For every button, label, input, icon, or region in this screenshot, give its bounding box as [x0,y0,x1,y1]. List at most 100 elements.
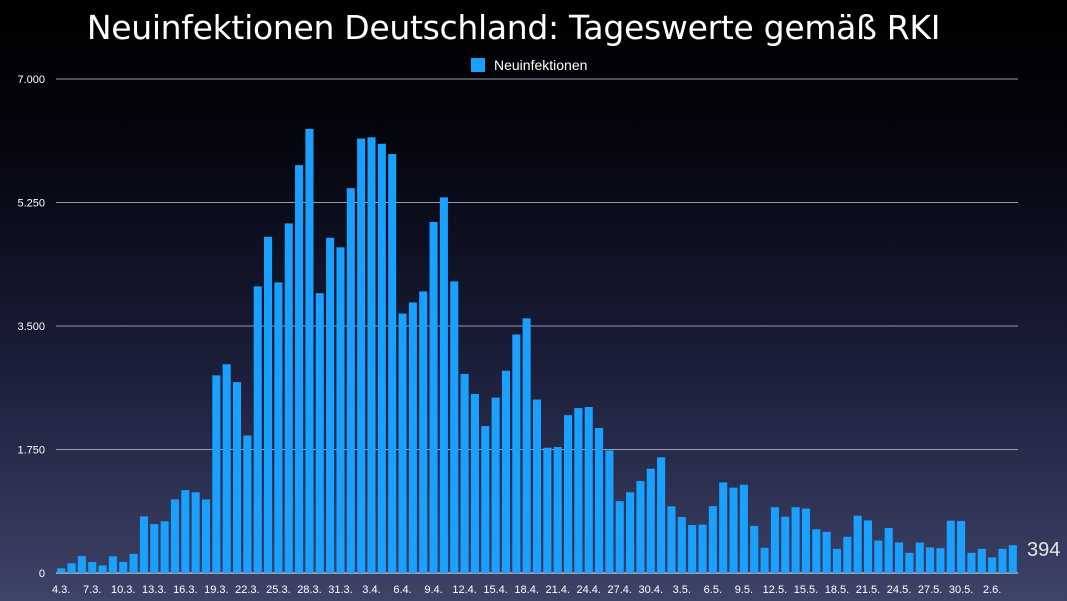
x-tick-label: 3.4. [362,584,380,596]
x-tick-label: 18.4. [514,584,538,596]
bar [481,426,490,573]
bar [719,482,728,573]
legend-swatch [471,58,485,72]
bar [191,492,200,573]
bar [470,393,479,573]
x-tick-label: 12.5. [763,584,787,596]
bar [232,382,242,573]
bar [284,223,293,573]
bar [998,548,1007,573]
bar [812,529,821,573]
x-tick-label: 16.3. [173,584,197,596]
bar [460,373,469,573]
x-tick-label: 30.5. [949,584,973,596]
bar [801,508,810,573]
bar [926,547,935,573]
x-tick-label: 27.5. [918,584,942,596]
bar [832,548,842,573]
bar [770,507,779,573]
bar [729,487,738,573]
x-tick-label: 13.3. [142,584,166,596]
x-tick-label: 31.3. [328,584,352,596]
bar [315,293,324,573]
bar [88,561,97,573]
y-tick-label: 0 [39,568,45,580]
bar [357,138,366,573]
bar [781,516,790,573]
bar [843,536,852,573]
bar [936,548,945,573]
bar [139,516,148,573]
bar [326,237,335,573]
bar [491,397,500,573]
x-tick-label: 24.4. [576,584,600,596]
bar [160,521,169,573]
bar [646,468,655,573]
bar [129,553,138,573]
bar [605,450,614,573]
x-tick-label: 2.6. [983,584,1001,596]
bar [543,447,552,573]
bar [863,520,873,573]
bar [274,282,283,573]
bar [677,517,686,573]
bar [708,506,717,573]
bar [657,457,666,573]
bar [367,137,376,574]
x-tick-label: 6.4. [393,584,411,596]
bar [760,547,769,573]
bar [895,542,904,573]
bar [667,506,676,573]
bar [957,520,966,573]
bar [791,507,800,573]
legend-label: Neuinfektionen [494,57,588,73]
bar [988,557,997,573]
bar [295,165,304,573]
bar [419,291,428,573]
x-tick-label: 21.5. [856,584,880,596]
bar [946,520,955,573]
bar [688,525,697,573]
bar [253,286,262,573]
bar [264,236,273,574]
bar [512,334,521,573]
x-tick-label: 15.5. [794,584,818,596]
bar [305,128,314,573]
y-tick-label: 3.500 [17,321,45,333]
bar [967,552,976,573]
bar [450,281,459,573]
y-tick-label: 5.250 [17,198,45,210]
bar [170,499,179,573]
bar [67,563,76,573]
bar [243,435,252,573]
bar [408,302,417,573]
bar [1008,545,1017,573]
bar [377,143,386,573]
bar [915,542,924,573]
y-tick-label: 7.000 [17,74,45,86]
bar [853,515,862,573]
x-tick-label: 3.5. [673,584,691,596]
bar [874,540,883,573]
bar [98,565,107,573]
x-tick-label: 6.5. [704,584,722,596]
bar [346,188,355,574]
bar [977,548,986,573]
bar [201,499,211,573]
x-tick-label: 22.3. [235,584,259,596]
bar [439,197,448,573]
bar [822,531,831,573]
x-tick-label: 12.4. [452,584,476,596]
bar [119,561,128,573]
x-tick-label: 10.3. [111,584,135,596]
bar [564,415,573,573]
bar [615,501,624,573]
x-tick-label: 4.3. [52,584,70,596]
bar [739,484,748,573]
bar [77,556,86,573]
bar [429,221,438,574]
bar [626,492,635,573]
x-tick-label: 21.4. [545,584,569,596]
bar [905,552,914,573]
